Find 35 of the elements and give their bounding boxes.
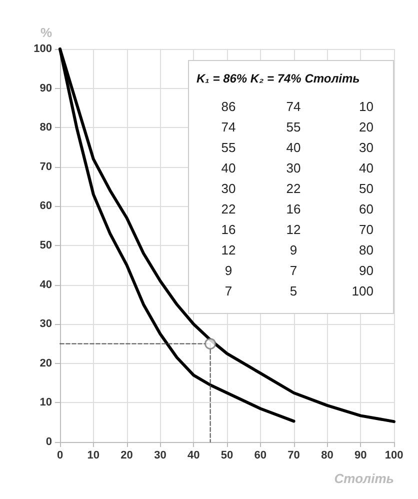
y-tick-label: 70 <box>40 160 52 173</box>
y-tick-label: 10 <box>40 396 52 409</box>
x-tick-label: 90 <box>354 450 367 462</box>
text: 74 55 20 <box>221 120 374 134</box>
x-tick-label: 60 <box>254 450 267 462</box>
x-tick-label: 0 <box>56 450 64 462</box>
y-tick-label: 0 <box>46 436 52 448</box>
x-tick-label: 50 <box>220 450 234 462</box>
y-tick-label: 60 <box>40 200 52 212</box>
x-axis-title: Століть <box>334 471 394 486</box>
text: 12 9 80 <box>221 242 374 258</box>
y-tick-label: 80 <box>40 122 52 134</box>
text: 55 40 30 <box>221 140 374 155</box>
x-tick-label: 20 <box>120 450 133 462</box>
x-tick-label: 30 <box>154 450 166 462</box>
y-tick-label: 50 <box>40 240 52 252</box>
y-tick-label: 90 <box>40 82 52 94</box>
text: 86 74 10 <box>221 99 374 114</box>
x-tick-label: 80 <box>321 450 334 462</box>
text: 7 5 100 <box>224 284 374 298</box>
x-tick-label: 10 <box>87 450 100 462</box>
y-axis-title: % <box>40 25 52 40</box>
text: 30 22 50 <box>221 181 374 196</box>
text: 9 7 90 <box>224 263 374 278</box>
y-tick-label: 30 <box>40 318 52 330</box>
text: 22 16 60 <box>221 202 374 216</box>
y-tick-label: 40 <box>40 278 52 291</box>
x-tick-label: 100 <box>384 450 404 462</box>
text: 16 12 70 <box>221 222 374 237</box>
x-tick-label: 70 <box>288 450 300 462</box>
annotation: K₁ = 86% K₂ = 74% Століть <box>196 72 360 86</box>
y-tick-label: 20 <box>40 357 52 370</box>
y-tick-label: 100 <box>34 43 52 55</box>
x-tick-label: 40 <box>187 450 200 462</box>
text: 40 30 40 <box>221 160 374 176</box>
